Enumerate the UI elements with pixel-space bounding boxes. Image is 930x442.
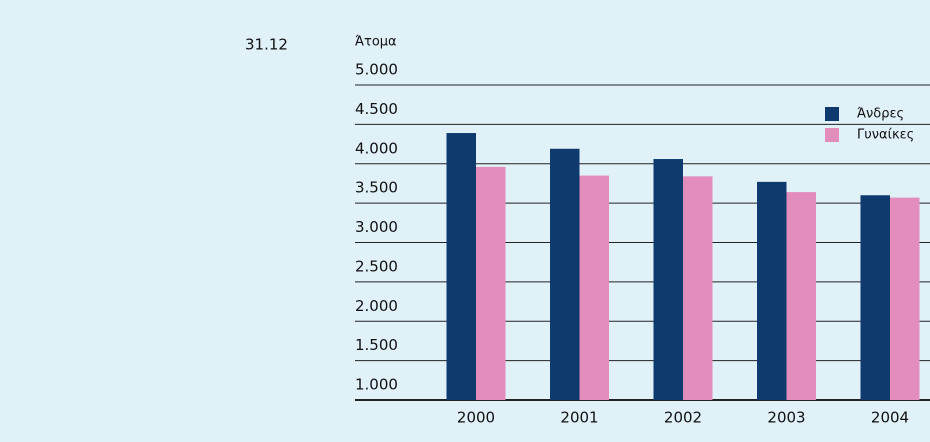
- y-tick-label: 3.500: [355, 179, 398, 197]
- bar: [683, 176, 713, 400]
- legend-swatch: [825, 107, 839, 121]
- x-tick-label: 2004: [871, 409, 909, 427]
- bar: [890, 197, 920, 400]
- bar: [446, 133, 476, 400]
- y-tick-label: 1.500: [355, 336, 398, 354]
- y-tick-label: 2.000: [355, 297, 398, 315]
- x-tick-label: 2003: [767, 409, 805, 427]
- bar: [786, 192, 816, 400]
- y-axis-label: Άτομα: [355, 35, 397, 50]
- y-tick-label: 2.500: [355, 257, 398, 275]
- bar: [653, 159, 683, 400]
- x-tick-label: 2001: [560, 409, 598, 427]
- x-tick-label: 2000: [457, 409, 495, 427]
- y-tick-label: 4.500: [355, 100, 398, 118]
- y-tick-label: 3.000: [355, 218, 398, 236]
- bar: [550, 148, 580, 400]
- chart-title: 31.12: [245, 36, 288, 54]
- legend-label: Άνδρες: [857, 107, 904, 122]
- bar: [757, 181, 787, 400]
- y-tick-label: 4.000: [355, 139, 398, 157]
- y-tick-label: 1.000: [355, 376, 398, 394]
- bar: [579, 175, 609, 400]
- x-tick-label: 2002: [664, 409, 702, 427]
- legend-label: Γυναίκες: [857, 128, 914, 143]
- bar: [476, 166, 506, 400]
- bar: [860, 195, 890, 400]
- y-tick-label: 5.000: [355, 61, 398, 79]
- legend-swatch: [825, 128, 839, 142]
